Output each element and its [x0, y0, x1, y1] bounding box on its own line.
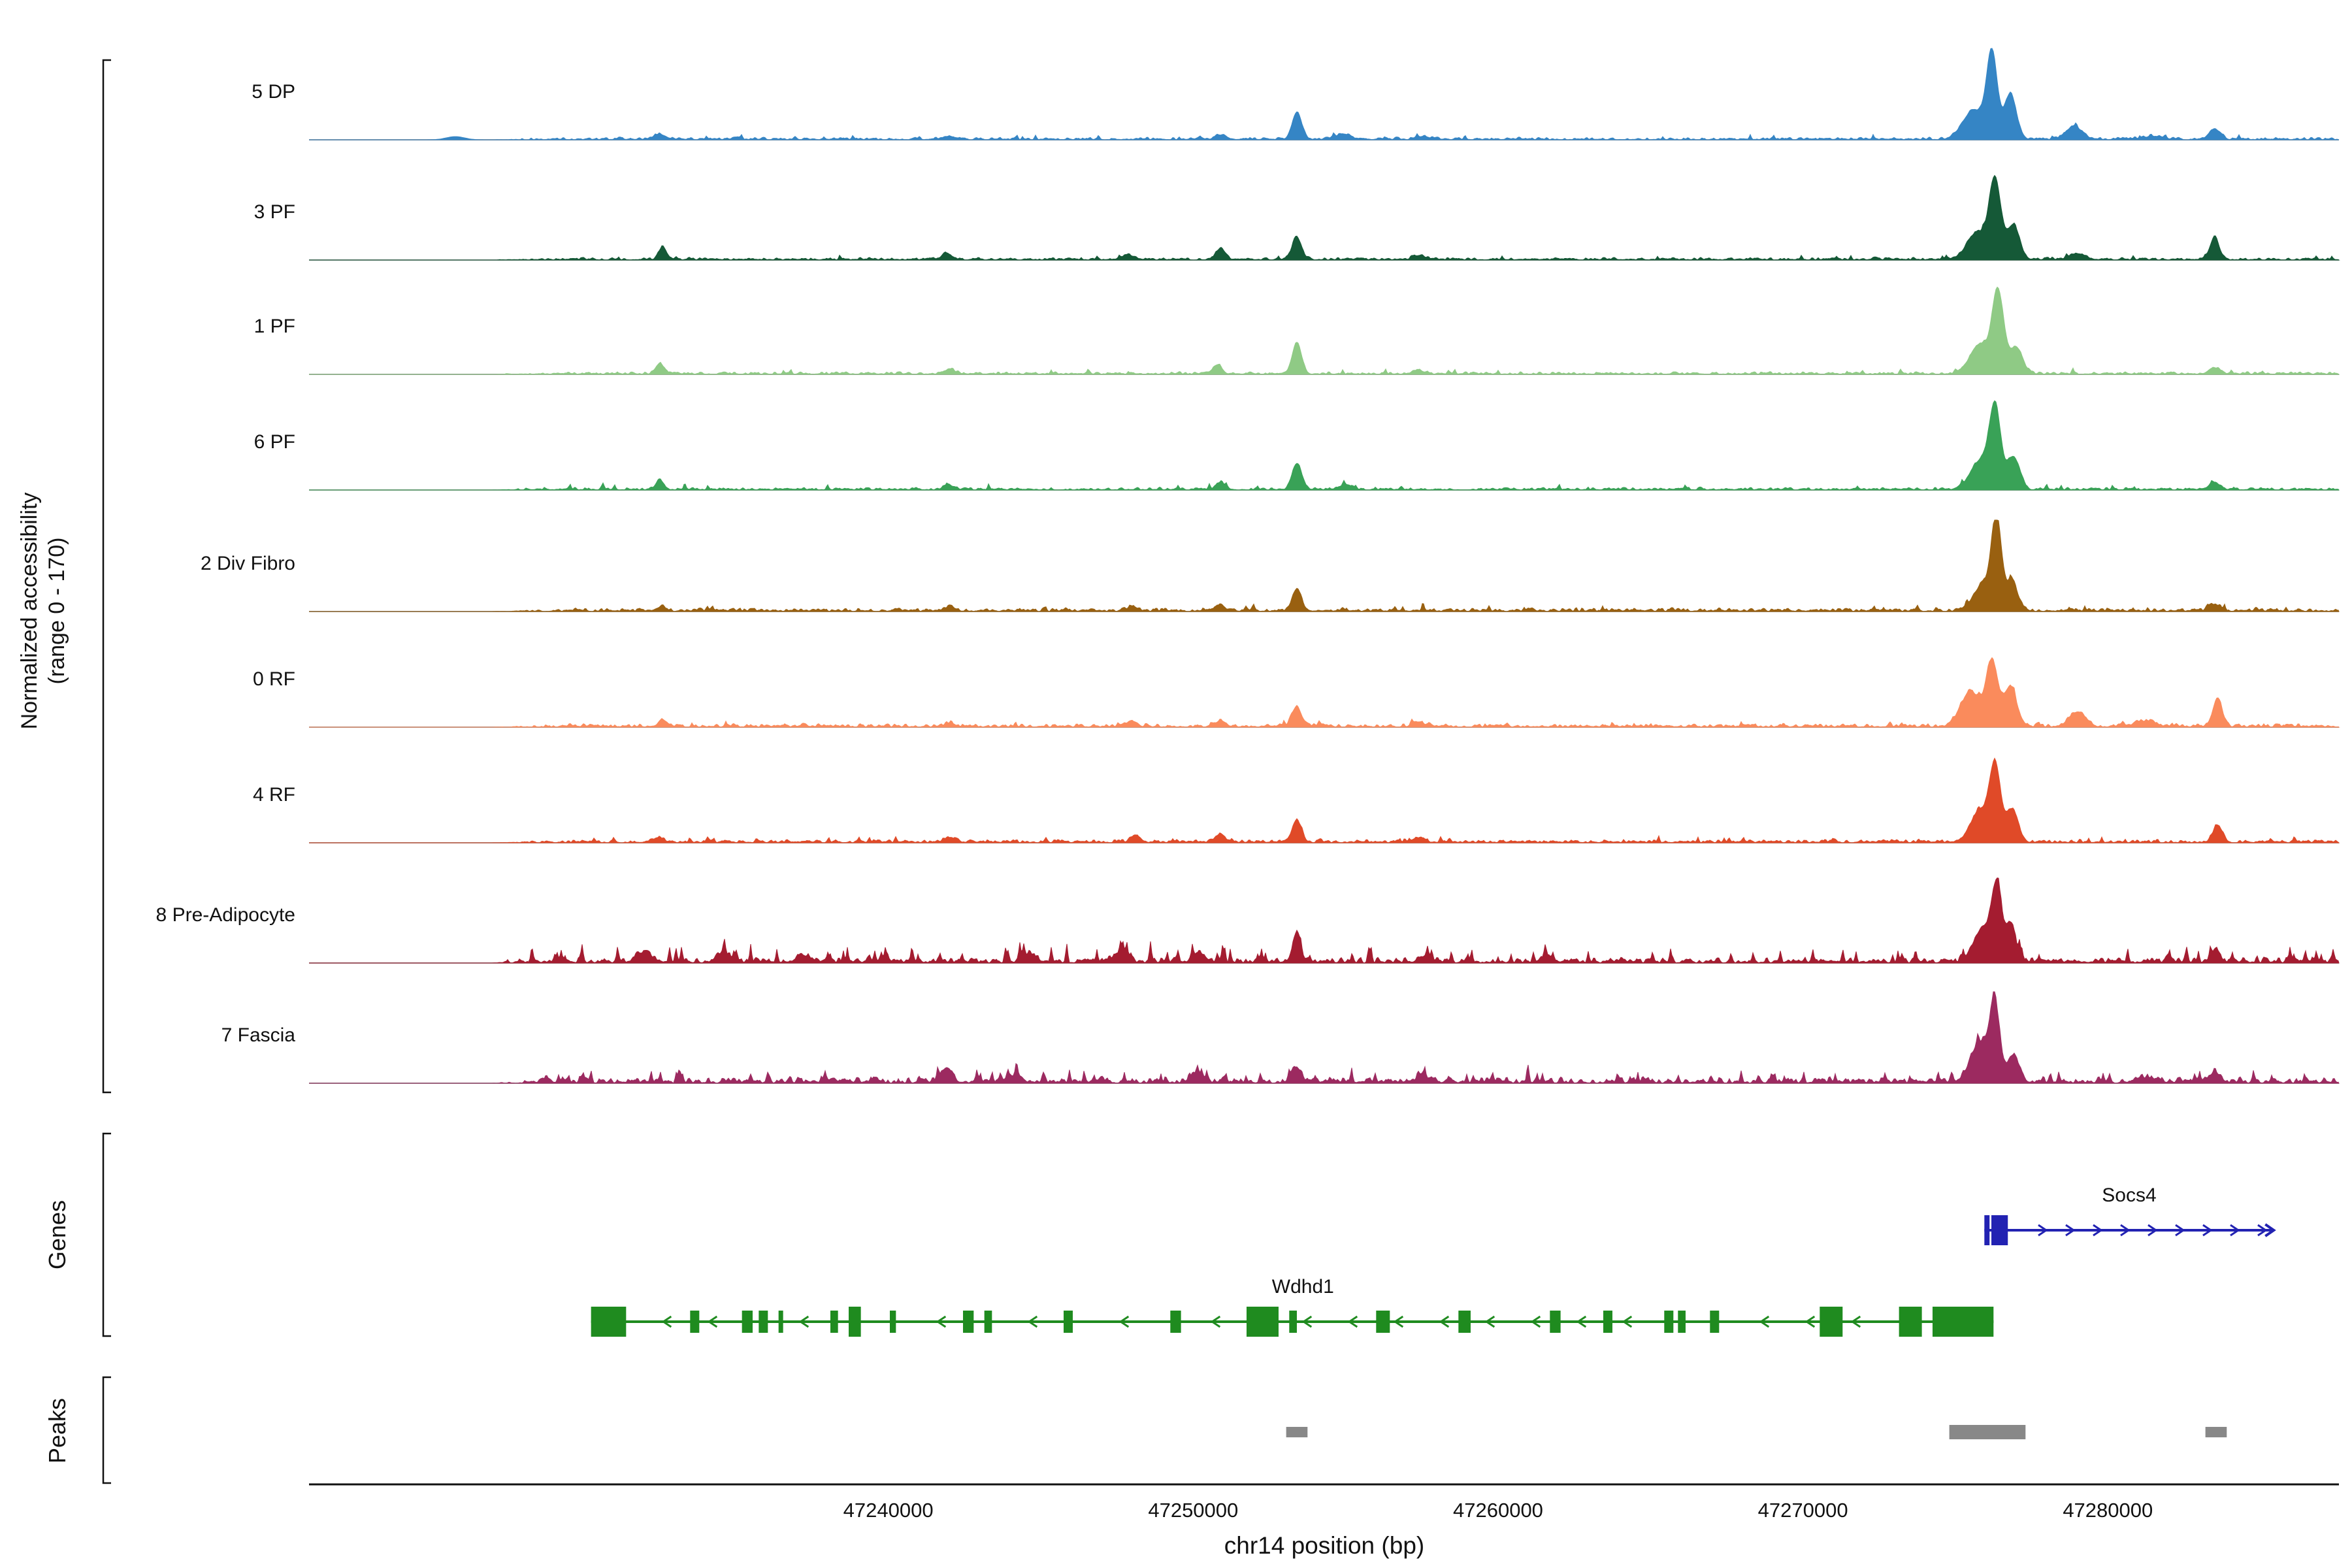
track-signal	[309, 400, 2340, 491]
x-tick-label: 47250000	[1148, 1499, 1238, 1522]
x-tick-label: 47270000	[1758, 1499, 1848, 1522]
track-signal	[309, 519, 2340, 612]
track-signal	[309, 757, 2340, 843]
genes-bracket	[102, 1132, 111, 1337]
track-signal	[309, 877, 2340, 964]
track-signal	[309, 657, 2340, 728]
track-label: 4 RF	[253, 784, 295, 806]
strand-arrow-icon	[707, 1315, 718, 1328]
track-label: 0 RF	[253, 668, 295, 690]
gene-exon	[1820, 1307, 1843, 1337]
gene-exon	[1246, 1307, 1279, 1337]
track-signal	[309, 286, 2340, 375]
x-tick-label: 47240000	[843, 1499, 934, 1522]
peak-call-bar	[2205, 1427, 2227, 1437]
x-tick-label: 47280000	[2063, 1499, 2153, 1522]
strand-arrow-icon	[936, 1315, 947, 1328]
strand-arrow-icon	[661, 1315, 672, 1328]
track-label: 8 Pre-Adipocyte	[156, 904, 295, 926]
track-label: 3 PF	[254, 201, 295, 223]
strand-arrow-icon	[1119, 1315, 1130, 1328]
gene-exon	[984, 1311, 992, 1333]
strand-arrow-icon	[1484, 1315, 1495, 1328]
gene-exon	[1984, 1215, 1990, 1245]
gene-exon	[1710, 1311, 1720, 1333]
gene-exon	[848, 1307, 861, 1337]
gene-exon	[1376, 1311, 1390, 1333]
track-signal	[309, 991, 2340, 1084]
strand-arrow-icon	[2257, 1224, 2268, 1237]
strand-arrow-icon	[1393, 1315, 1404, 1328]
strand-arrow-icon	[2065, 1224, 2076, 1237]
x-axis-title: chr14 position (bp)	[1224, 1532, 1425, 1559]
gene-exon	[1991, 1215, 2008, 1245]
gene-exon	[1932, 1307, 1994, 1337]
gene-exon	[1458, 1311, 1471, 1333]
strand-arrow-icon	[1301, 1315, 1313, 1328]
strand-arrow-icon	[2230, 1224, 2240, 1237]
peak-call-bar	[1286, 1427, 1308, 1437]
strand-arrow-icon	[1850, 1315, 1861, 1328]
strand-arrow-icon	[2175, 1224, 2185, 1237]
strand-arrow-icon	[798, 1315, 809, 1328]
gene-exon	[1603, 1311, 1612, 1333]
track-label: 5 DP	[252, 81, 295, 103]
strand-arrow-icon	[1759, 1315, 1770, 1328]
track-signal	[309, 48, 2340, 140]
strand-arrow-icon	[2038, 1224, 2048, 1237]
x-tick-label: 47260000	[1453, 1499, 1543, 1522]
gene-exon	[1289, 1311, 1297, 1333]
gene-exon	[1170, 1311, 1181, 1333]
tracks-bracket	[102, 59, 111, 1094]
gene-exon	[591, 1307, 627, 1337]
strand-arrow-icon	[1347, 1315, 1358, 1328]
strand-arrow-icon	[1576, 1315, 1587, 1328]
strand-arrow-icon	[2148, 1224, 2158, 1237]
gene-exon	[1550, 1311, 1561, 1333]
gene-label: Socs4	[2102, 1184, 2156, 1206]
gene-exon	[778, 1311, 783, 1333]
gene-exon	[962, 1311, 974, 1333]
track-label: 1 PF	[254, 316, 295, 337]
strand-arrow-icon	[1439, 1315, 1450, 1328]
gene-exon	[690, 1311, 700, 1333]
strand-arrow-icon	[1530, 1315, 1541, 1328]
gene-exon	[889, 1311, 896, 1333]
gene-label: Wdhd1	[1272, 1276, 1334, 1298]
track-signal	[309, 174, 2340, 261]
track-label: 6 PF	[254, 431, 295, 453]
gene-end-arrow-icon	[2264, 1223, 2276, 1237]
peaks-bracket	[102, 1376, 111, 1484]
gene-exon	[830, 1311, 838, 1333]
peak-call-bar	[1949, 1425, 2026, 1439]
gene-exon	[1678, 1311, 1686, 1333]
gene-exon	[759, 1311, 768, 1333]
strand-arrow-icon	[1622, 1315, 1633, 1328]
strand-arrow-icon	[1805, 1315, 1816, 1328]
strand-arrow-icon	[2202, 1224, 2213, 1237]
gene-exon	[1899, 1307, 1922, 1337]
strand-arrow-icon	[1027, 1315, 1038, 1328]
gene-exon	[1063, 1311, 1073, 1333]
track-label: 7 Fascia	[221, 1024, 296, 1046]
strand-arrow-icon	[1210, 1315, 1221, 1328]
gene-exon	[1664, 1311, 1674, 1333]
strand-arrow-icon	[2093, 1224, 2103, 1237]
strand-arrow-icon	[2120, 1224, 2131, 1237]
track-label: 2 Div Fibro	[201, 553, 295, 574]
gene-exon	[742, 1311, 753, 1333]
